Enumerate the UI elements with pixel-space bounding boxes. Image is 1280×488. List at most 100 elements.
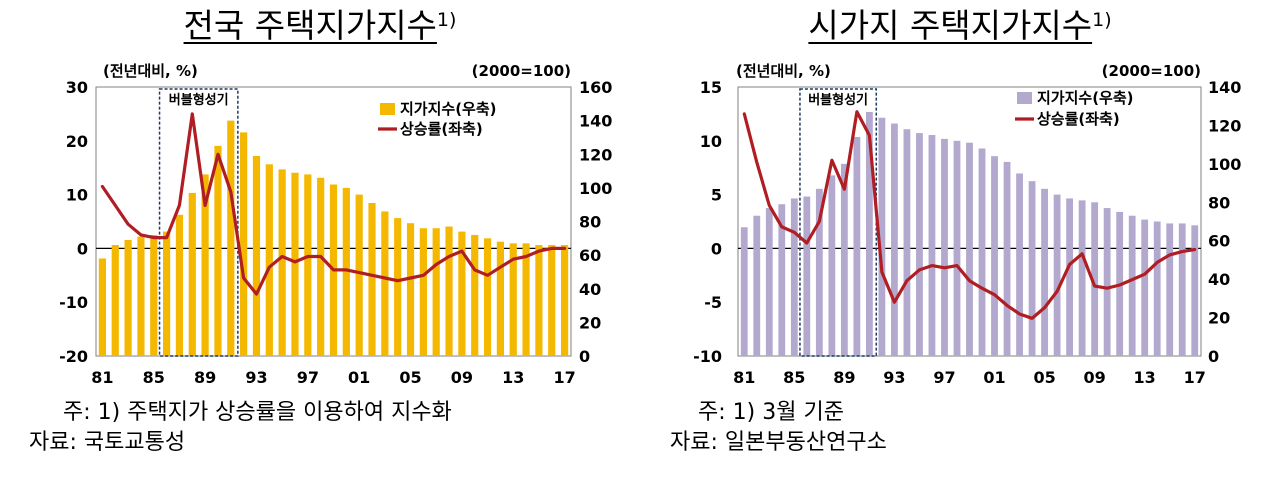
- bar-1991: [227, 120, 235, 356]
- bar-1993: [891, 123, 898, 356]
- x-axis-tick: 13: [502, 368, 524, 387]
- bar-1992: [240, 132, 248, 356]
- bar-1998: [953, 140, 961, 356]
- bubble-period-label: 버블형성기: [169, 92, 229, 108]
- footnote: 주: 1) 주택지가 상승률을 이용하여 지수화: [63, 400, 452, 425]
- bar-2005: [1041, 188, 1048, 356]
- chart-title-text: 시가지 주택지가지수: [808, 6, 1093, 45]
- bar-2013: [1141, 219, 1149, 356]
- right-axis-unit: (2000=100): [472, 62, 571, 80]
- x-axis-tick: 97: [297, 368, 319, 387]
- bar-1988: [188, 192, 196, 356]
- bar-2004: [394, 218, 402, 356]
- bar-1988: [828, 175, 836, 356]
- bar-2007: [432, 228, 440, 356]
- bar-2006: [1053, 194, 1061, 356]
- right-axis-tick: 20: [579, 313, 601, 332]
- bar-1985: [790, 198, 798, 356]
- left-axis-tick: 30: [66, 78, 88, 97]
- legend-swatch-bar: [1017, 92, 1032, 104]
- chart-national-land-index: 버블형성기3020100-10-201601401201008060402008…: [59, 62, 612, 387]
- legend-label-index: 지가지수(우축): [400, 100, 497, 118]
- bar-2005: [406, 223, 415, 356]
- bar-2009: [458, 231, 466, 356]
- x-axis-tick: 89: [194, 368, 216, 387]
- bar-1985: [150, 234, 158, 356]
- bar-1981: [740, 227, 748, 356]
- x-axis-tick: 17: [1184, 368, 1206, 387]
- bar-2001: [991, 156, 998, 356]
- x-axis-tick: 09: [1084, 368, 1106, 387]
- x-axis-tick: 05: [399, 368, 421, 387]
- bar-2009: [1091, 202, 1099, 356]
- left-axis-tick: 0: [77, 239, 88, 258]
- bar-2003: [1016, 173, 1023, 356]
- bar-2016: [548, 245, 556, 356]
- bar-1990: [853, 136, 861, 356]
- left-axis-tick: 15: [700, 78, 722, 97]
- chart-title: 시가지 주택지가지수1): [640, 4, 1280, 48]
- bar-1996: [928, 135, 936, 356]
- left-axis-unit: (전년대비, %): [736, 62, 831, 80]
- bubble-period-label: 버블형성기: [808, 92, 868, 108]
- bar-1982: [111, 245, 119, 356]
- bar-1995: [916, 133, 923, 356]
- bar-2015: [535, 245, 543, 356]
- legend-label-index: 지가지수(우축): [1037, 89, 1134, 107]
- bar-1987: [175, 214, 184, 356]
- right-axis-tick: 0: [579, 347, 590, 366]
- bar-1984: [137, 236, 145, 356]
- bar-1982: [753, 215, 761, 356]
- legend-label-rate: 상승률(좌축): [1037, 110, 1120, 128]
- bar-2000: [342, 187, 350, 356]
- bar-1993: [252, 155, 261, 356]
- bar-2002: [368, 203, 376, 356]
- right-axis-unit: (2000=100): [1102, 62, 1201, 80]
- chart-title-text: 전국 주택지가지수: [183, 6, 437, 45]
- right-axis-tick: 40: [579, 280, 601, 299]
- right-axis-tick: 120: [579, 145, 612, 164]
- bar-1983: [124, 239, 132, 356]
- bar-2006: [419, 228, 427, 356]
- title-footnote-marker: 1): [436, 9, 457, 31]
- bar-2014: [1153, 221, 1161, 356]
- x-axis-tick: 01: [348, 368, 370, 387]
- x-axis-tick: 93: [883, 368, 905, 387]
- bar-1992: [878, 117, 886, 356]
- bar-2012: [496, 241, 504, 356]
- bar-1997: [304, 174, 312, 356]
- bar-1990: [214, 145, 222, 356]
- bar-1983: [765, 208, 773, 356]
- bar-1984: [778, 204, 786, 356]
- x-axis-tick: 05: [1033, 368, 1055, 387]
- x-axis-tick: 01: [983, 368, 1005, 387]
- left-axis-tick: 0: [711, 239, 722, 258]
- bar-1989: [201, 174, 209, 356]
- right-axis-tick: 100: [1208, 155, 1241, 174]
- left-axis-unit: (전년대비, %): [103, 62, 198, 80]
- left-axis-tick: 10: [700, 132, 722, 151]
- left-axis-tick: 20: [66, 132, 88, 151]
- right-axis-tick: 20: [1208, 309, 1230, 328]
- right-axis-tick: 80: [1208, 193, 1230, 212]
- left-axis-tick: 10: [66, 186, 88, 205]
- bar-1981: [98, 258, 107, 356]
- bar-1994: [903, 129, 911, 356]
- left-axis-tick: -10: [59, 293, 88, 312]
- footnote: 주: 1) 3월 기준: [698, 400, 844, 425]
- title-footnote-marker: 1): [1092, 9, 1112, 31]
- right-axis-tick: 40: [1208, 270, 1230, 289]
- left-axis-tick: -20: [59, 347, 88, 366]
- bar-2010: [1103, 208, 1111, 356]
- right-axis-tick: 100: [579, 179, 612, 198]
- bar-1995: [278, 169, 286, 356]
- x-axis-tick: 85: [783, 368, 805, 387]
- bar-2010: [471, 234, 479, 356]
- bar-2017: [1191, 225, 1199, 356]
- legend-swatch-bar: [380, 103, 395, 115]
- bubble-period-box: [799, 88, 878, 357]
- bar-1994: [265, 164, 273, 356]
- bar-2004: [1028, 181, 1036, 356]
- chart-panel-urban: 시가지 주택지가지수1) 버블형성기 15 10 5 0 -5 -10 140 120 100 80…: [640, 0, 1280, 488]
- right-axis-tick: 120: [1208, 116, 1241, 135]
